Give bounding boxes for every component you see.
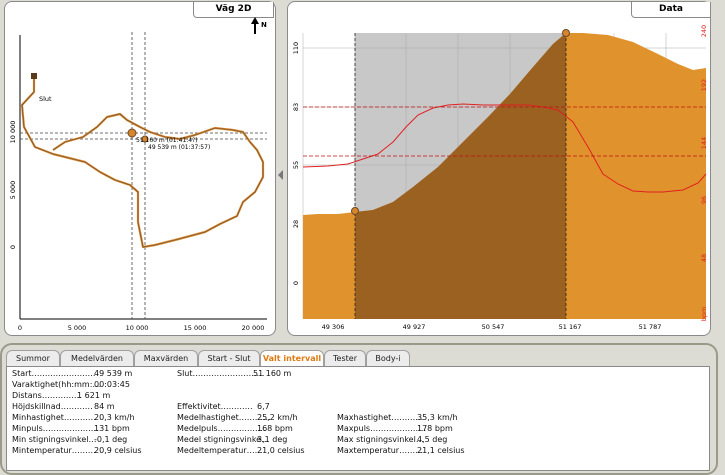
map-x-tick-3: 15 000 (184, 324, 207, 332)
data-panel: Data (287, 1, 711, 336)
stat-distance-value: 1 621 m (77, 391, 111, 400)
finish-marker-icon (31, 73, 37, 79)
stat-min-temp-label: Mintemperatur……… (12, 446, 96, 455)
stat-min-speed-label: Minhastighet………… (12, 413, 96, 422)
north-arrow-icon (251, 17, 259, 34)
map-x-tick-0: 0 (18, 324, 22, 332)
stat-start-label: Start…………………… (12, 369, 96, 378)
right-tick-2: 144 (700, 137, 708, 149)
route-path (20, 77, 265, 249)
map-x-tick-2: 10 000 (126, 324, 149, 332)
map-x-tick-4: 20 000 (242, 324, 265, 332)
tab-medelvarden[interactable]: Medelvärden (60, 350, 134, 366)
stat-min-speed-value: 20,3 km/h (94, 413, 135, 422)
data-x-tick-4: 51 787 (639, 323, 662, 331)
stat-start-value: 49 539 m (94, 369, 133, 378)
stat-max-speed-value: 35,3 km/h (417, 413, 458, 422)
data-panel-title: Data (631, 2, 711, 18)
stat-efficiency-label: Effektivitet………… (177, 402, 253, 411)
tab-start-slut[interactable]: Start - Slut (198, 350, 260, 366)
stat-max-speed-label: Maxhastighet………… (337, 413, 424, 422)
data-x-tick-1: 49 927 (403, 323, 426, 331)
selection-start-marker[interactable] (127, 128, 137, 138)
tab-valt-intervall[interactable]: Valt intervall (260, 350, 324, 367)
stat-avg-pulse-label: Medelpuls……………… (177, 424, 266, 433)
stat-min-pulse-label: Minpuls………………… (12, 424, 99, 433)
data-x-tick-3: 51 167 (559, 323, 582, 331)
finish-label: Slut (39, 95, 52, 103)
stat-max-pulse-value: 178 bpm (417, 424, 453, 433)
pulse-line (302, 103, 707, 193)
tab-body-i[interactable]: Body-i (366, 350, 410, 366)
stat-max-temp-value: 21,1 celsius (417, 446, 465, 455)
stat-distance-label: Distans…………… (12, 391, 82, 400)
right-tick-3: 192 (700, 79, 708, 91)
stat-avg-temp-value: 21,0 celsius (257, 446, 305, 455)
map-canvas[interactable]: N 0 5 000 10 000 0 5 000 10 000 15 000 2… (5, 2, 275, 335)
stat-slut-value: 51 160 m (253, 369, 292, 378)
stat-min-slope-label: Min stigningsvinkel… (12, 435, 97, 444)
stat-duration-label: Varaktighet(hh:mm:… (12, 380, 101, 389)
tab-maxvarden[interactable]: Maxvärden (134, 350, 198, 366)
chart-selection-end-marker[interactable] (562, 29, 570, 37)
tab-summor[interactable]: Summor (6, 350, 60, 366)
stat-avg-slope-label: Medel stigningsvinke… (177, 435, 270, 444)
stat-avg-speed-value: 25,2 km/h (257, 413, 298, 422)
north-label: N (261, 21, 267, 29)
stat-slut-label: Slut……………………… (177, 369, 265, 378)
left-tick-0: 0 (292, 281, 300, 285)
stat-min-pulse-value: 131 bpm (94, 424, 130, 433)
map-panel: Väg 2D N 0 5 000 10 000 0 5 000 10 000 1… (4, 1, 276, 336)
splitter-left-arrow-icon[interactable] (278, 170, 283, 180)
right-unit-label: bpm (700, 307, 708, 322)
data-x-tick-0: 49 306 (322, 323, 345, 331)
map-y-tick-0: 0 (9, 245, 17, 249)
stats-panel: Start…………………… 49 539 m Varaktighet(hh:mm… (6, 366, 710, 471)
stat-efficiency-value: 6,7 (257, 402, 270, 411)
left-tick-4: 110 (292, 42, 300, 54)
map-y-tick-1: 5 000 (9, 181, 17, 200)
cursor-label-start: 49 539 m (01:37:57) (148, 144, 210, 151)
tab-tester[interactable]: Tester (324, 350, 366, 366)
map-y-tick-2: 10 000 (9, 121, 17, 144)
stat-max-slope-label: Max stigningsvinkel… (337, 435, 424, 444)
stat-min-temp-value: 20,9 celsius (94, 446, 142, 455)
stat-duration-value: 00:03:45 (94, 380, 130, 389)
left-tick-2: 55 (292, 161, 300, 169)
data-x-tick-2: 50 547 (482, 323, 505, 331)
stat-avg-temp-label: Medeltemperatur…… (177, 446, 263, 455)
left-tick-1: 28 (292, 220, 300, 228)
selection-end-marker[interactable] (141, 135, 149, 143)
stat-avg-pulse-value: 168 bpm (257, 424, 293, 433)
stat-height-diff-value: 84 m (94, 402, 115, 411)
right-tick-0: 48 (700, 254, 708, 262)
map-panel-title: Väg 2D (193, 2, 274, 18)
right-tick-1: 96 (700, 196, 708, 204)
chart-selection-start-marker[interactable] (351, 207, 359, 215)
stat-max-slope-value: 4,5 deg (417, 435, 448, 444)
stat-height-diff-label: Höjdskillnad………… (12, 402, 93, 411)
stat-max-pulse-label: Maxpuls………………… (337, 424, 427, 433)
cursor-label-end: 51 160 m (01:41:4?) (136, 137, 198, 144)
map-x-tick-1: 5 000 (68, 324, 87, 332)
stat-avg-speed-label: Medelhastighet………… (177, 413, 271, 422)
stat-max-temp-label: Maxtemperatur……… (337, 446, 424, 455)
right-tick-4: 240 (700, 25, 708, 37)
stat-avg-slope-value: 3,1 deg (257, 435, 288, 444)
stat-min-slope-value: -0,1 deg (94, 435, 128, 444)
left-tick-3: 83 (292, 103, 300, 111)
altitude-pulse-chart[interactable]: 0 28 55 83 110 48 96 144 192 240 bpm 49 … (288, 2, 710, 335)
